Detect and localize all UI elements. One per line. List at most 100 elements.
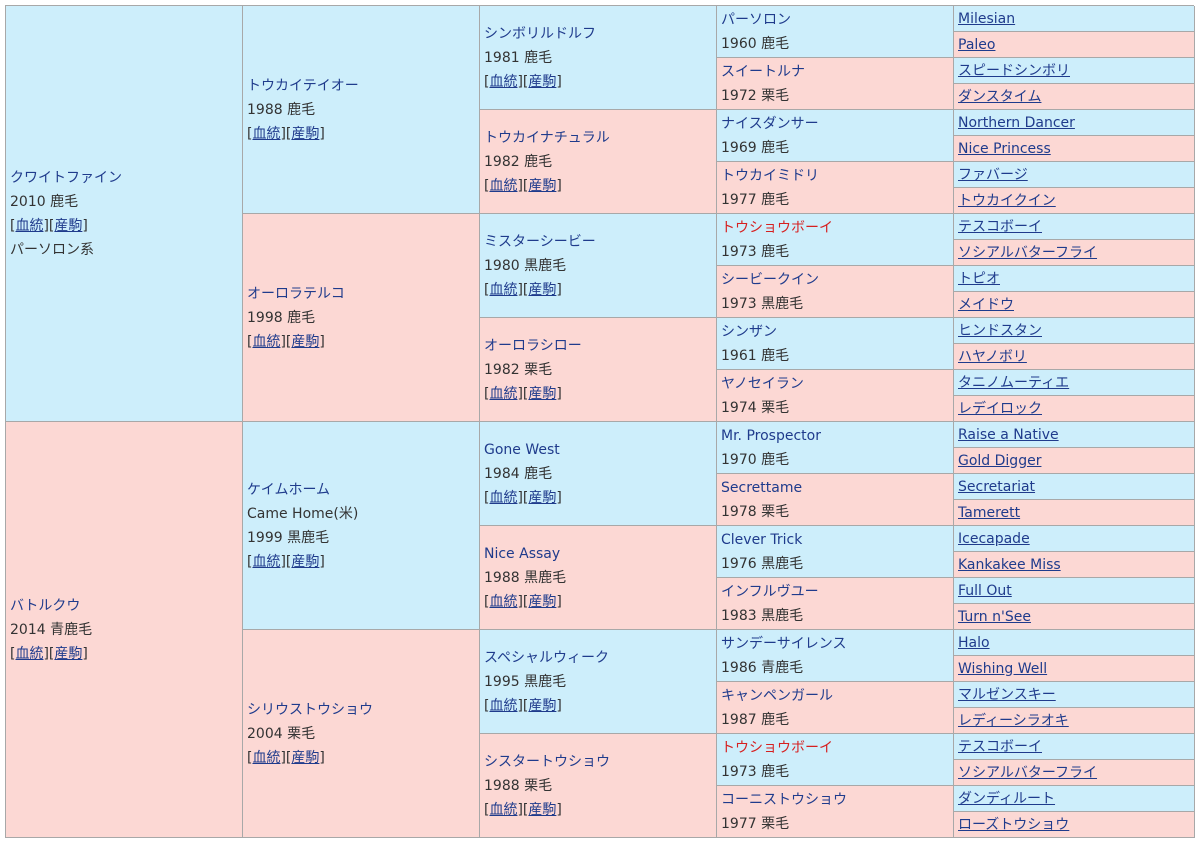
horse-name[interactable]: Halo [958,634,990,651]
pedigree-link[interactable]: 血統 [252,553,281,570]
horse-name[interactable]: スイートルナ [721,63,805,80]
pedigree-link[interactable]: 血統 [15,645,44,662]
horse-name[interactable]: レディーシラオキ [958,712,1069,729]
g5-horse-cell: Halo [954,630,1195,656]
g4-horse-cell: インフルヴユー 1983 黒鹿毛 [717,578,954,630]
horse-name[interactable]: シンボリルドルフ [484,25,596,42]
horse-name[interactable]: Kankakee Miss [958,556,1061,573]
pedigree-link[interactable]: 血統 [252,125,281,142]
horse-name[interactable]: ダンスタイム [958,88,1042,105]
horse-name[interactable]: バトルクウ [10,597,81,614]
horse-name[interactable]: テスコボーイ [958,738,1042,755]
horse-name[interactable]: ソシアルバターフライ [958,244,1098,261]
horse-name[interactable]: キャンペンガール [721,687,833,704]
offspring-link[interactable]: 産駒 [54,217,83,234]
horse-name[interactable]: ソシアルバターフライ [958,764,1098,781]
horse-info: 1998 鹿毛 [247,309,316,326]
horse-name[interactable]: Full Out [958,582,1012,599]
offspring-link[interactable]: 産駒 [291,749,320,766]
horse-name[interactable]: Paleo [958,36,996,53]
horse-name[interactable]: Turn n'See [958,608,1031,625]
horse-name[interactable]: ローズトウショウ [958,816,1070,833]
pedigree-link[interactable]: 血統 [489,489,518,506]
offspring-link[interactable]: 産駒 [528,385,557,402]
horse-name[interactable]: ヒンドスタン [958,322,1042,339]
horse-name[interactable]: サンデーサイレンス [721,635,847,652]
horse-name[interactable]: パーソロン [721,11,791,28]
horse-name[interactable]: スピードシンボリ [958,62,1070,79]
horse-name[interactable]: シスタートウショウ [484,753,610,770]
pedigree-link[interactable]: 血統 [489,801,518,818]
horse-name[interactable]: スペシャルウィーク [484,649,610,666]
offspring-link[interactable]: 産駒 [528,73,557,90]
horse-name[interactable]: トウショウボーイ [721,219,833,236]
horse-name[interactable]: Raise a Native [958,426,1059,443]
g3-horse-cell: シンボリルドルフ 1981 鹿毛 [血統][産駒] [480,6,717,110]
horse-name[interactable]: Tamerett [958,504,1021,521]
horse-name[interactable]: Mr. Prospector [721,427,821,444]
g4-horse-cell: キャンペンガール 1987 鹿毛 [717,682,954,734]
horse-name[interactable]: ナイスダンサー [721,115,819,132]
horse-name[interactable]: Icecapade [958,530,1030,547]
pedigree-link[interactable]: 血統 [489,73,518,90]
horse-name[interactable]: ファバージ [958,166,1028,183]
pedigree-link[interactable]: 血統 [252,333,281,350]
horse-info: 1983 黒鹿毛 [721,607,804,624]
offspring-link[interactable]: 産駒 [291,553,320,570]
horse-name[interactable]: Nice Princess [958,140,1051,157]
offspring-link[interactable]: 産駒 [528,801,557,818]
pedigree-link[interactable]: 血統 [489,593,518,610]
horse-name[interactable]: トピオ [958,270,1000,287]
horse-name[interactable]: メイドウ [958,296,1014,313]
horse-name[interactable]: シービークイン [721,271,819,288]
horse-name[interactable]: シリウストウショウ [247,701,373,718]
pedigree-link[interactable]: 血統 [15,217,44,234]
horse-name[interactable]: ケイムホーム [247,481,331,498]
pedigree-link[interactable]: 血統 [489,177,518,194]
horse-name[interactable]: マルゼンスキー [958,686,1056,703]
pedigree-link[interactable]: 血統 [489,697,518,714]
horse-name[interactable]: Milesian [958,10,1016,27]
horse-name[interactable]: Gold Digger [958,452,1042,469]
horse-name[interactable]: シンザン [721,323,777,340]
horse-name[interactable]: オーロラシロー [484,337,582,354]
offspring-link[interactable]: 産駒 [291,125,320,142]
horse-name[interactable]: Nice Assay [484,545,561,562]
offspring-link[interactable]: 産駒 [528,593,557,610]
horse-name[interactable]: ミスターシービー [484,233,596,250]
pedigree-link[interactable]: 血統 [489,281,518,298]
g5-horse-cell: Milesian [954,6,1195,32]
offspring-link[interactable]: 産駒 [528,281,557,298]
offspring-link[interactable]: 産駒 [528,177,557,194]
horse-name[interactable]: Clever Trick [721,531,803,548]
horse-links: [血統][産駒] [484,177,562,194]
offspring-link[interactable]: 産駒 [291,333,320,350]
horse-name[interactable]: トウカイミドリ [721,167,819,184]
horse-name[interactable]: Secretariat [958,478,1036,495]
horse-name[interactable]: コーニストウショウ [721,791,847,808]
horse-name[interactable]: ダンディルート [958,790,1056,807]
horse-name[interactable]: ヤノセイラン [721,375,804,392]
offspring-link[interactable]: 産駒 [528,489,557,506]
horse-name[interactable]: ハヤノボリ [958,348,1027,365]
horse-name[interactable]: トウショウボーイ [721,739,833,756]
offspring-link[interactable]: 産駒 [54,645,83,662]
horse-links: [血統][産駒] [247,333,325,350]
horse-name[interactable]: オーロラテルコ [247,285,345,302]
horse-name[interactable]: トウカイクイン [958,192,1056,209]
horse-name[interactable]: トウカイナチュラル [484,129,610,146]
horse-name[interactable]: Gone West [484,441,560,458]
pedigree-link[interactable]: 血統 [489,385,518,402]
horse-name[interactable]: Wishing Well [958,660,1048,677]
pedigree-link[interactable]: 血統 [252,749,281,766]
horse-name[interactable]: レデイロック [958,400,1042,417]
offspring-link[interactable]: 産駒 [528,697,557,714]
horse-name[interactable]: トウカイテイオー [247,77,359,94]
horse-name[interactable]: Secrettame [721,479,803,496]
horse-name[interactable]: Northern Dancer [958,114,1075,131]
horse-name[interactable]: タニノムーティエ [958,374,1070,391]
horse-name[interactable]: クワイトファイン [10,169,122,186]
g5-horse-cell: Paleo [954,32,1195,58]
horse-name[interactable]: インフルヴユー [721,583,819,600]
horse-name[interactable]: テスコボーイ [958,218,1042,235]
